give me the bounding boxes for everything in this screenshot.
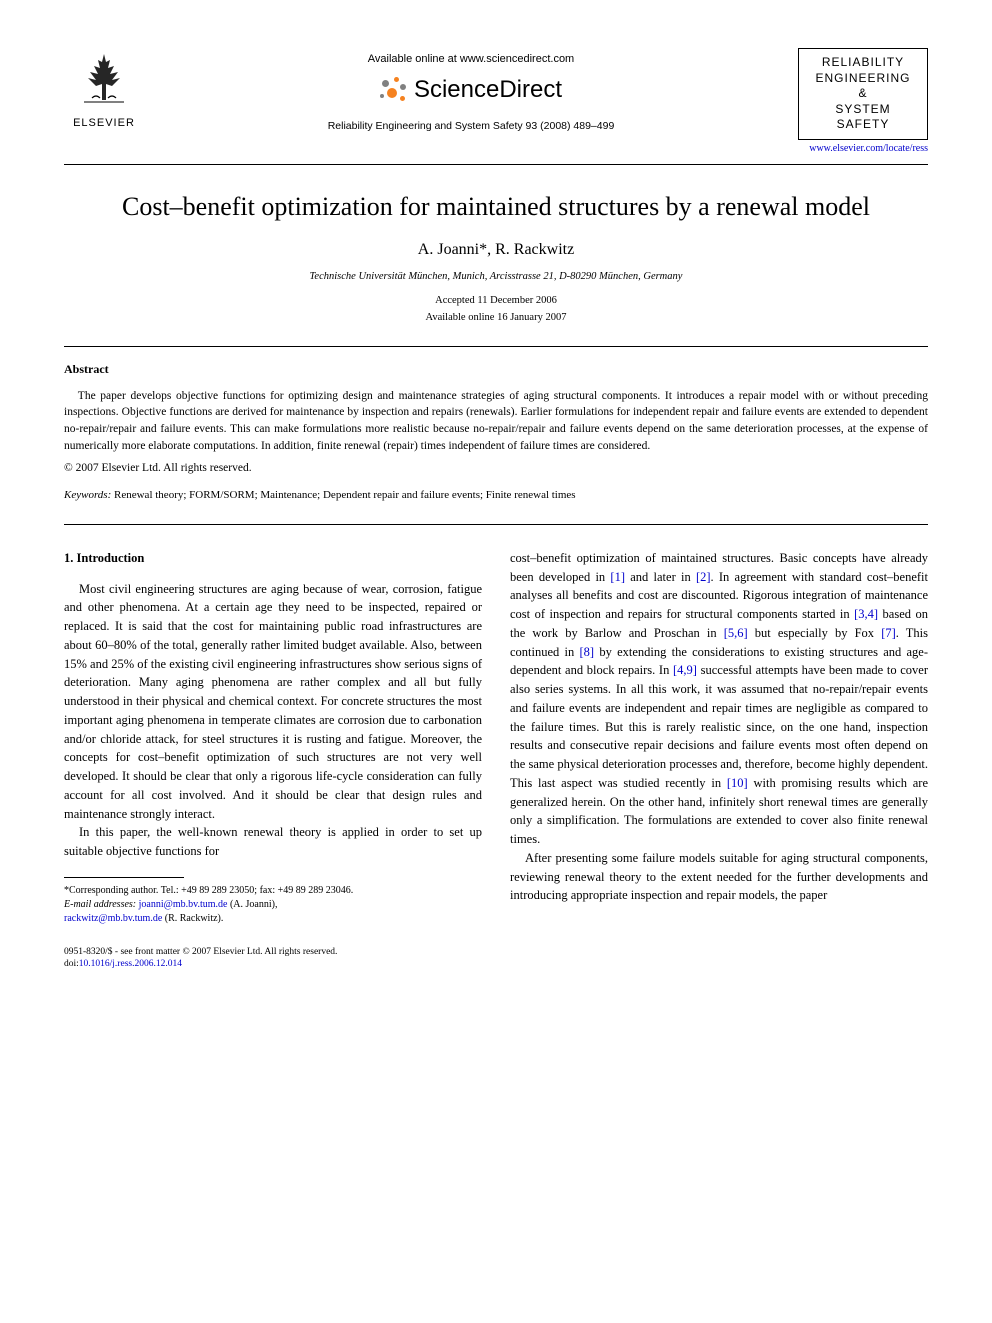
abstract-top-rule [64, 346, 928, 347]
email-link[interactable]: rackwitz@mb.bv.tum.de [64, 913, 162, 924]
sciencedirect-logo: ScienceDirect [380, 73, 562, 107]
email-label: E-mail addresses: [64, 899, 136, 910]
journal-box: RELIABILITY ENGINEERING & SYSTEM SAFETY [798, 48, 928, 140]
email-name: (A. Joanni), [227, 899, 277, 910]
abstract-text: The paper develops objective functions f… [64, 388, 928, 455]
reference-link[interactable]: [3,4] [854, 607, 878, 621]
elsevier-tree-icon [72, 48, 136, 112]
keywords-text: Renewal theory; FORM/SORM; Maintenance; … [111, 489, 575, 501]
email-line: rackwitz@mb.bv.tum.de (R. Rackwitz). [64, 912, 482, 926]
footnote-rule [64, 877, 184, 878]
doi-link[interactable]: 10.1016/j.ress.2006.12.014 [79, 959, 182, 969]
center-header: Available online at www.sciencedirect.co… [144, 48, 798, 134]
left-column: 1. Introduction Most civil engineering s… [64, 549, 482, 971]
citation-text: Reliability Engineering and System Safet… [144, 119, 798, 134]
journal-url-link[interactable]: www.elsevier.com/locate/ress [798, 142, 928, 156]
sciencedirect-text: ScienceDirect [414, 73, 562, 107]
reference-link[interactable]: [4,9] [673, 663, 697, 677]
email-line: E-mail addresses: joanni@mb.bv.tum.de (A… [64, 898, 482, 912]
reference-link[interactable]: [10] [727, 776, 748, 790]
doi-line: doi:10.1016/j.ress.2006.12.014 [64, 958, 482, 970]
keywords: Keywords: Renewal theory; FORM/SORM; Mai… [64, 488, 928, 503]
affiliation: Technische Universität München, Munich, … [64, 270, 928, 285]
journal-line: RELIABILITY [803, 55, 923, 71]
header-rule [64, 164, 928, 165]
abstract-copyright: © 2007 Elsevier Ltd. All rights reserved… [64, 460, 928, 476]
available-date: Available online 16 January 2007 [64, 311, 928, 326]
doi-label: doi: [64, 959, 79, 969]
abstract-label: Abstract [64, 361, 928, 378]
text-run: but especially by Fox [748, 626, 882, 640]
right-column: cost–benefit optimization of maintained … [510, 549, 928, 971]
keywords-label: Keywords: [64, 489, 111, 501]
article-title: Cost–benefit optimization for maintained… [64, 189, 928, 225]
reference-link[interactable]: [5,6] [724, 626, 748, 640]
available-online-text: Available online at www.sciencedirect.co… [144, 52, 798, 67]
email-name: (R. Rackwitz). [162, 913, 223, 924]
elsevier-label: ELSEVIER [64, 116, 144, 131]
footnote-block: *Corresponding author. Tel.: +49 89 289 … [64, 884, 482, 926]
body-columns: 1. Introduction Most civil engineering s… [64, 549, 928, 971]
email-link[interactable]: joanni@mb.bv.tum.de [139, 899, 228, 910]
body-paragraph: In this paper, the well-known renewal th… [64, 823, 482, 861]
accepted-date: Accepted 11 December 2006 [64, 294, 928, 309]
sciencedirect-icon [380, 76, 408, 104]
journal-line: SYSTEM [803, 102, 923, 118]
body-paragraph: cost–benefit optimization of maintained … [510, 549, 928, 849]
reference-link[interactable]: [8] [580, 645, 595, 659]
reference-link[interactable]: [2] [696, 570, 711, 584]
page-footer: 0951-8320/$ - see front matter © 2007 El… [64, 946, 482, 971]
journal-line: SAFETY [803, 117, 923, 133]
header-row: ELSEVIER Available online at www.science… [64, 48, 928, 156]
intro-heading: 1. Introduction [64, 549, 482, 568]
reference-link[interactable]: [1] [610, 570, 625, 584]
journal-line: & [803, 86, 923, 102]
text-run: successful attempts have been made to co… [510, 663, 928, 790]
abstract-bottom-rule [64, 524, 928, 525]
journal-box-wrapper: RELIABILITY ENGINEERING & SYSTEM SAFETY … [798, 48, 928, 156]
body-paragraph: Most civil engineering structures are ag… [64, 580, 482, 824]
corresponding-author: *Corresponding author. Tel.: +49 89 289 … [64, 884, 482, 898]
reference-link[interactable]: [7] [881, 626, 896, 640]
elsevier-logo: ELSEVIER [64, 48, 144, 131]
journal-line: ENGINEERING [803, 71, 923, 87]
authors: A. Joanni*, R. Rackwitz [64, 239, 928, 261]
issn-line: 0951-8320/$ - see front matter © 2007 El… [64, 946, 482, 958]
body-paragraph: After presenting some failure models sui… [510, 849, 928, 905]
text-run: and later in [625, 570, 696, 584]
